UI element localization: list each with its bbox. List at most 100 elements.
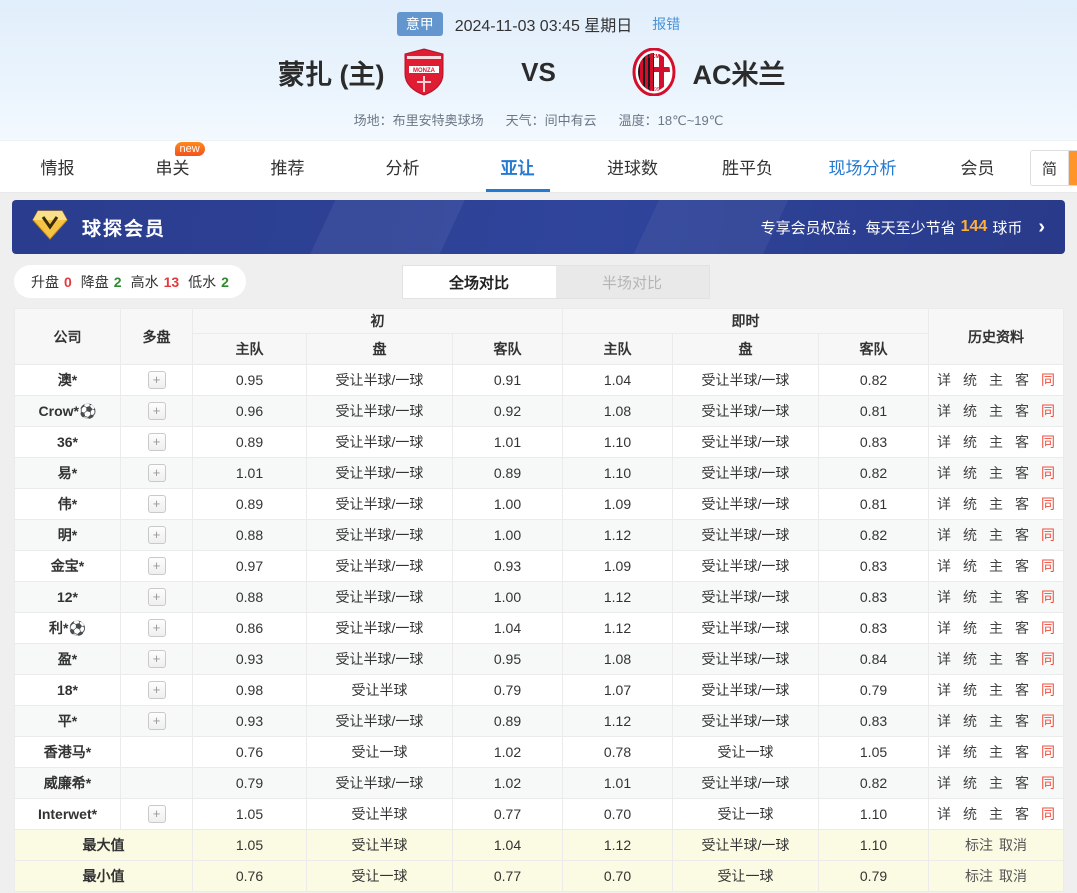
- history-link-详[interactable]: 详: [937, 372, 952, 388]
- history-link-客[interactable]: 客: [1015, 465, 1030, 481]
- history-link-主[interactable]: 主: [989, 434, 1004, 450]
- history-link-详[interactable]: 详: [937, 465, 952, 481]
- history-link-主[interactable]: 主: [989, 372, 1004, 388]
- expand-plus-button[interactable]: +: [147, 371, 166, 389]
- history-link-客[interactable]: 客: [1015, 589, 1030, 605]
- expand-plus-button[interactable]: +: [147, 588, 166, 606]
- report-error-link[interactable]: 报错: [652, 16, 681, 32]
- nav-tab-亚让[interactable]: 亚让: [460, 141, 575, 192]
- summary-action-取消[interactable]: 取消: [999, 837, 1028, 853]
- expand-plus-button[interactable]: +: [147, 557, 166, 575]
- vip-member-banner[interactable]: 球探会员 专享会员权益，每天至少节省 144 球币 ›: [12, 200, 1065, 254]
- expand-plus-button[interactable]: +: [147, 712, 166, 730]
- history-link-统[interactable]: 统: [963, 744, 978, 760]
- expand-plus-button[interactable]: +: [147, 402, 166, 420]
- history-link-客[interactable]: 客: [1015, 806, 1030, 822]
- history-link-主[interactable]: 主: [989, 465, 1004, 481]
- history-link-客[interactable]: 客: [1015, 651, 1030, 667]
- expand-plus-button[interactable]: +: [147, 650, 166, 668]
- history-link-同[interactable]: 同: [1041, 527, 1056, 543]
- history-link-客[interactable]: 客: [1015, 775, 1030, 791]
- expand-plus-button[interactable]: +: [147, 526, 166, 544]
- history-link-详[interactable]: 详: [937, 496, 952, 512]
- history-link-详[interactable]: 详: [937, 527, 952, 543]
- history-link-同[interactable]: 同: [1041, 496, 1056, 512]
- history-link-同[interactable]: 同: [1041, 682, 1056, 698]
- history-link-主[interactable]: 主: [989, 558, 1004, 574]
- history-link-主[interactable]: 主: [989, 682, 1004, 698]
- history-link-统[interactable]: 统: [963, 558, 978, 574]
- lang-simplified-button[interactable]: 简: [1031, 151, 1069, 185]
- history-link-详[interactable]: 详: [937, 806, 952, 822]
- history-link-统[interactable]: 统: [963, 775, 978, 791]
- history-link-详[interactable]: 详: [937, 434, 952, 450]
- history-link-客[interactable]: 客: [1015, 403, 1030, 419]
- history-link-客[interactable]: 客: [1015, 713, 1030, 729]
- history-link-详[interactable]: 详: [937, 589, 952, 605]
- history-link-统[interactable]: 统: [963, 713, 978, 729]
- history-link-客[interactable]: 客: [1015, 558, 1030, 574]
- history-link-统[interactable]: 统: [963, 372, 978, 388]
- history-link-客[interactable]: 客: [1015, 744, 1030, 760]
- history-link-统[interactable]: 统: [963, 651, 978, 667]
- lang-traditional-button[interactable]: 繁: [1069, 151, 1077, 185]
- history-link-详[interactable]: 详: [937, 620, 952, 636]
- history-link-主[interactable]: 主: [989, 744, 1004, 760]
- half-match-tab[interactable]: 半场对比: [601, 274, 662, 292]
- nav-tab-分析[interactable]: 分析: [385, 159, 420, 178]
- history-link-同[interactable]: 同: [1041, 403, 1056, 419]
- summary-action-取消[interactable]: 取消: [999, 868, 1028, 884]
- history-link-详[interactable]: 详: [937, 682, 952, 698]
- nav-tab-串关[interactable]: 串关 new: [115, 141, 230, 192]
- expand-plus-button[interactable]: +: [147, 495, 166, 513]
- history-link-客[interactable]: 客: [1015, 434, 1030, 450]
- nav-tab-现场分析[interactable]: 现场分析: [828, 159, 897, 178]
- history-link-客[interactable]: 客: [1015, 620, 1030, 636]
- nav-tab-情报[interactable]: 情报: [40, 159, 75, 178]
- history-link-主[interactable]: 主: [989, 403, 1004, 419]
- history-link-主[interactable]: 主: [989, 806, 1004, 822]
- nav-tab-推荐[interactable]: 推荐: [270, 159, 305, 178]
- history-link-统[interactable]: 统: [963, 527, 978, 543]
- history-link-同[interactable]: 同: [1041, 775, 1056, 791]
- history-link-客[interactable]: 客: [1015, 682, 1030, 698]
- history-link-主[interactable]: 主: [989, 713, 1004, 729]
- expand-plus-button[interactable]: +: [147, 805, 166, 823]
- summary-action-标注[interactable]: 标注: [965, 837, 994, 853]
- history-link-同[interactable]: 同: [1041, 434, 1056, 450]
- history-link-主[interactable]: 主: [989, 496, 1004, 512]
- history-link-同[interactable]: 同: [1041, 558, 1056, 574]
- history-link-详[interactable]: 详: [937, 713, 952, 729]
- history-link-主[interactable]: 主: [989, 527, 1004, 543]
- history-link-统[interactable]: 统: [963, 806, 978, 822]
- full-match-tab[interactable]: 全场对比: [402, 266, 556, 298]
- history-link-详[interactable]: 详: [937, 744, 952, 760]
- history-link-主[interactable]: 主: [989, 620, 1004, 636]
- history-link-统[interactable]: 统: [963, 620, 978, 636]
- expand-plus-button[interactable]: +: [147, 681, 166, 699]
- history-link-详[interactable]: 详: [937, 403, 952, 419]
- league-badge[interactable]: 意甲: [396, 12, 443, 36]
- history-link-详[interactable]: 详: [937, 558, 952, 574]
- history-link-统[interactable]: 统: [963, 403, 978, 419]
- history-link-客[interactable]: 客: [1015, 527, 1030, 543]
- history-link-详[interactable]: 详: [937, 775, 952, 791]
- history-link-同[interactable]: 同: [1041, 806, 1056, 822]
- history-link-统[interactable]: 统: [963, 434, 978, 450]
- history-link-主[interactable]: 主: [989, 589, 1004, 605]
- history-link-同[interactable]: 同: [1041, 465, 1056, 481]
- nav-tab-会员[interactable]: 会员: [960, 159, 995, 178]
- history-link-主[interactable]: 主: [989, 651, 1004, 667]
- chevron-right-icon[interactable]: ›: [1038, 215, 1045, 238]
- history-link-统[interactable]: 统: [963, 465, 978, 481]
- history-link-统[interactable]: 统: [963, 682, 978, 698]
- nav-tab-进球数[interactable]: 进球数: [607, 159, 658, 178]
- history-link-同[interactable]: 同: [1041, 744, 1056, 760]
- nav-tab-胜平负[interactable]: 胜平负: [722, 159, 773, 178]
- expand-plus-button[interactable]: +: [147, 619, 166, 637]
- history-link-同[interactable]: 同: [1041, 372, 1056, 388]
- history-link-统[interactable]: 统: [963, 589, 978, 605]
- history-link-同[interactable]: 同: [1041, 713, 1056, 729]
- history-link-同[interactable]: 同: [1041, 620, 1056, 636]
- history-link-客[interactable]: 客: [1015, 372, 1030, 388]
